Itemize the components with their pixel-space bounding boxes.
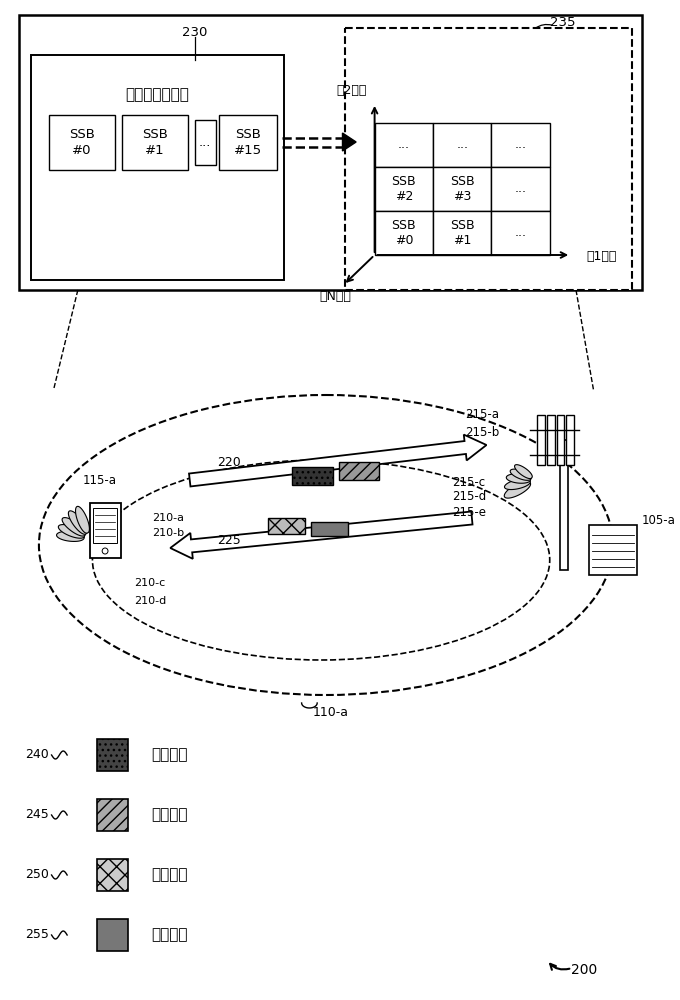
Text: SSB
#0: SSB #0 xyxy=(392,219,416,247)
Text: SSB
#2: SSB #2 xyxy=(392,175,416,203)
Bar xyxy=(20,15,642,290)
Text: 第N维度: 第N维度 xyxy=(320,290,352,304)
Bar xyxy=(492,211,549,255)
Text: ...: ... xyxy=(515,227,526,239)
Text: ...: ... xyxy=(199,136,211,149)
Text: 200: 200 xyxy=(571,963,597,977)
Bar xyxy=(122,115,188,170)
Text: 能力消息: 能力消息 xyxy=(151,867,187,882)
Polygon shape xyxy=(515,465,532,479)
Bar xyxy=(375,123,433,167)
Polygon shape xyxy=(507,474,530,483)
Text: ...: ... xyxy=(398,138,410,151)
Text: SSB
#0: SSB #0 xyxy=(69,128,95,156)
Text: 215-d: 215-d xyxy=(452,490,487,504)
Polygon shape xyxy=(69,511,87,534)
Circle shape xyxy=(102,548,108,554)
Bar xyxy=(433,167,492,211)
Polygon shape xyxy=(75,506,89,533)
Bar xyxy=(375,167,433,211)
Bar xyxy=(547,415,555,465)
Text: 110-a: 110-a xyxy=(313,706,349,718)
Text: 250: 250 xyxy=(24,868,49,882)
Text: 210-b: 210-b xyxy=(152,528,184,538)
Bar xyxy=(492,123,549,167)
Text: ...: ... xyxy=(456,138,468,151)
Text: 240: 240 xyxy=(25,748,49,762)
Bar xyxy=(97,859,129,891)
Text: SSB
#3: SSB #3 xyxy=(450,175,475,203)
Polygon shape xyxy=(56,531,84,541)
Bar xyxy=(93,508,117,543)
Bar xyxy=(433,211,492,255)
Text: 255: 255 xyxy=(24,928,49,942)
Text: 210-c: 210-c xyxy=(134,578,165,588)
Text: 245: 245 xyxy=(25,808,49,822)
Bar xyxy=(566,415,574,465)
Bar xyxy=(375,211,433,255)
Text: 210-d: 210-d xyxy=(134,596,167,606)
Bar xyxy=(267,518,305,534)
Bar xyxy=(345,28,632,290)
Text: 215-c: 215-c xyxy=(452,476,486,488)
Bar xyxy=(31,55,284,280)
Text: 参考信号: 参考信号 xyxy=(151,808,187,822)
Text: ...: ... xyxy=(515,182,526,196)
Polygon shape xyxy=(505,479,530,490)
Bar xyxy=(49,115,115,170)
Bar xyxy=(97,799,129,831)
Bar xyxy=(560,440,568,570)
Text: 105-a: 105-a xyxy=(642,514,676,526)
Text: ...: ... xyxy=(515,138,526,151)
Polygon shape xyxy=(510,469,531,480)
Bar xyxy=(292,467,333,485)
Text: 215-a: 215-a xyxy=(465,408,499,422)
Text: 第1维度: 第1维度 xyxy=(587,250,617,263)
Text: 115-a: 115-a xyxy=(82,475,116,488)
Bar xyxy=(97,919,129,951)
Text: SSB
#1: SSB #1 xyxy=(141,128,168,156)
Text: 235: 235 xyxy=(549,15,575,28)
Bar xyxy=(433,123,492,167)
FancyArrow shape xyxy=(343,133,356,151)
Text: 波束报告: 波束报告 xyxy=(151,928,187,942)
Text: 215-b: 215-b xyxy=(465,426,499,438)
Polygon shape xyxy=(505,481,530,498)
Text: 230: 230 xyxy=(182,25,207,38)
Bar xyxy=(219,115,277,170)
Bar xyxy=(339,462,379,480)
FancyArrow shape xyxy=(189,435,486,486)
Bar xyxy=(492,167,549,211)
Text: 信道测量资源集: 信道测量资源集 xyxy=(126,88,190,103)
Bar xyxy=(537,415,545,465)
Bar xyxy=(90,503,120,558)
Bar xyxy=(311,522,348,536)
Bar xyxy=(97,739,129,771)
Polygon shape xyxy=(62,518,86,536)
Text: 控制信令: 控制信令 xyxy=(151,748,187,762)
Text: SSB
#15: SSB #15 xyxy=(234,128,262,156)
Polygon shape xyxy=(58,525,85,538)
FancyArrow shape xyxy=(170,512,473,559)
Text: 第2维度: 第2维度 xyxy=(337,85,367,98)
Bar xyxy=(589,525,637,575)
Text: 210-a: 210-a xyxy=(152,513,184,523)
Text: 220: 220 xyxy=(218,456,241,468)
Text: SSB
#1: SSB #1 xyxy=(450,219,475,247)
Text: 225: 225 xyxy=(218,534,241,546)
Text: 215-e: 215-e xyxy=(452,506,486,520)
Bar xyxy=(556,415,564,465)
Bar xyxy=(194,120,216,165)
